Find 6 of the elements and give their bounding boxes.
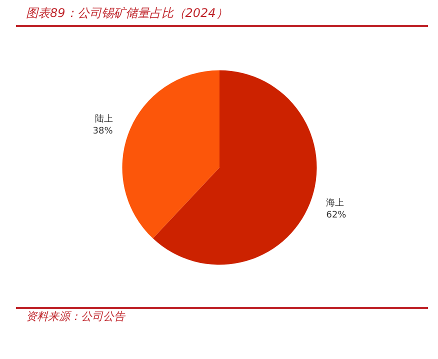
chart-title: 图表89：公司锡矿储量占比（2024）	[26, 5, 228, 22]
text: 资料来源：公司公告	[26, 309, 125, 325]
slice-label: 海上	[326, 197, 344, 208]
data-label: 62%	[326, 210, 347, 220]
slice-label: 陆上	[94, 114, 113, 125]
data-label: 38%	[92, 126, 114, 137]
